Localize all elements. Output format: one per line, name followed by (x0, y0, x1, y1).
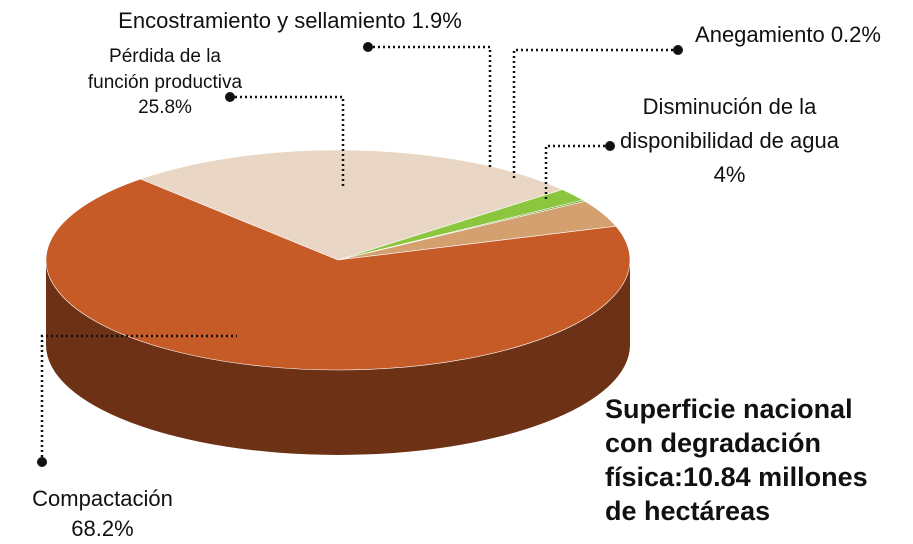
slice-label: Anegamiento 0.2% (668, 20, 908, 50)
leader-line (512, 48, 678, 180)
value-label: 68.2% (71, 516, 134, 541)
slice-label: Compactación 68.2% (10, 484, 195, 544)
slices (45, 149, 631, 455)
leader-dot (605, 141, 615, 151)
slice (139, 149, 564, 261)
chart-title: Superficie nacional con degradación físi… (605, 394, 868, 526)
category-label: Pérdida de la función productiva (87, 46, 243, 93)
leader-dot (37, 457, 47, 467)
leader-dot (363, 42, 373, 52)
category-label: Encostramiento y sellamiento (118, 8, 406, 33)
leader-line (544, 144, 610, 200)
leader-dot (225, 92, 235, 102)
slice-label: Pérdida de la función productiva 25.8% (85, 44, 245, 121)
value-label: 25.8% (138, 97, 192, 119)
slice-side (46, 260, 630, 455)
leader-line (368, 45, 492, 168)
value-label: 4% (713, 162, 746, 187)
slice-label: Encostramiento y sellamiento 1.9% (60, 6, 520, 36)
leader-dot (673, 45, 683, 55)
leaders (37, 42, 683, 467)
slice (45, 178, 631, 371)
leader-line (40, 334, 237, 462)
category-label: Compactación (32, 486, 173, 511)
value-label: 1.9% (411, 8, 462, 33)
category-label: Disminución de la disponibilidad de agua (620, 94, 839, 153)
category-label: Anegamiento (695, 22, 825, 47)
value-label: 0.2% (830, 22, 881, 47)
slice-label: Disminución de la disponibilidad de agua… (612, 90, 847, 192)
